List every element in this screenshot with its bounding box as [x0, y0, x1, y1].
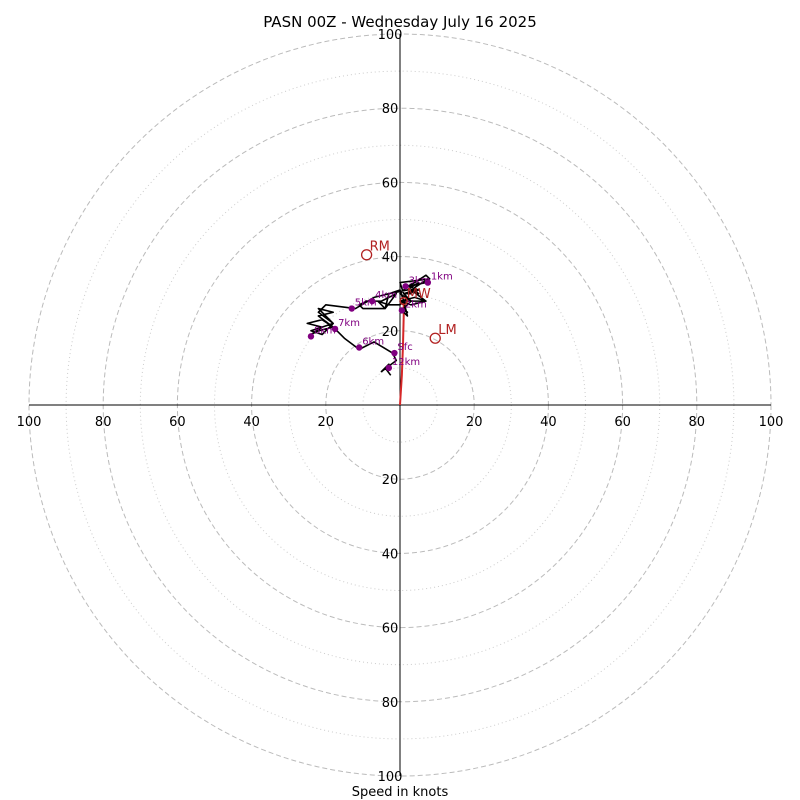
height-marker-label: Sfc: [397, 342, 412, 353]
height-marker-dot: [398, 307, 406, 314]
height-marker-dot: [402, 283, 409, 290]
tick-labels: 100 80 60 40 20 20 40 60 80 100 100 80 60 40 20 20 40 60 8…: [17, 28, 784, 785]
height-marker-label: 8km: [314, 325, 336, 336]
x-tick-label: 60: [169, 415, 186, 430]
storm-motion-marker: [360, 249, 373, 261]
height-marker-label: 7km: [338, 318, 360, 329]
height-marker-dot: [355, 344, 363, 351]
x-tick-label: 100: [17, 415, 42, 430]
height-marker-label: 1km: [431, 272, 453, 283]
height-marker-label: 3km: [409, 275, 431, 286]
height-marker-label: 6km: [362, 336, 384, 347]
height-marker-dot: [391, 349, 398, 357]
height-marker-label: 2km: [405, 299, 427, 310]
y-tick-label: 80: [382, 696, 399, 711]
height-marker-dot: [424, 279, 432, 286]
height-marker-dot: [331, 325, 339, 333]
y-tick-label: 100: [378, 28, 403, 43]
y-tick-label: 40: [382, 547, 399, 562]
x-tick-label: 20: [318, 415, 335, 430]
height-marker-dot: [348, 305, 355, 312]
wind-profile-line: [306, 274, 431, 376]
height-marker-dot: [307, 333, 315, 340]
height-marker-dot: [368, 297, 376, 305]
storm-motion-marker: [429, 332, 441, 344]
x-tick-label: 80: [689, 415, 706, 430]
storm-motion-label: RM: [370, 240, 390, 255]
x-tick-label: 20: [466, 415, 483, 430]
x-tick-label: 100: [759, 415, 784, 430]
height-marker-label: 4km: [375, 290, 397, 301]
x-tick-label: 80: [95, 415, 112, 430]
y-tick-label: 80: [382, 102, 399, 117]
y-tick-label: 60: [382, 176, 399, 191]
height-marker-label: 5km: [355, 298, 377, 309]
mean-wind-marker: [399, 296, 408, 306]
chart-title: PASN 00Z - Wednesday July 16 2025: [263, 13, 537, 31]
storm-motion-markers: MW RM LM: [360, 240, 457, 344]
height-marker-dot: [385, 364, 393, 372]
hodograph-trace: [306, 274, 431, 376]
x-tick-label: 60: [614, 415, 631, 430]
x-tick-label: 40: [540, 415, 557, 430]
mean-wind-label: MW: [407, 287, 431, 302]
storm-motion-label: LM: [438, 323, 456, 338]
y-tick-label: 20: [382, 473, 399, 488]
x-tick-label: 40: [243, 415, 260, 430]
y-tick-label: 100: [378, 770, 403, 785]
y-tick-label: 40: [382, 251, 399, 266]
x-axis-label: Speed in knots: [352, 785, 449, 800]
y-tick-label: 20: [382, 325, 399, 340]
height-marker-label: 12km: [392, 357, 420, 368]
y-tick-label: 60: [382, 622, 399, 637]
